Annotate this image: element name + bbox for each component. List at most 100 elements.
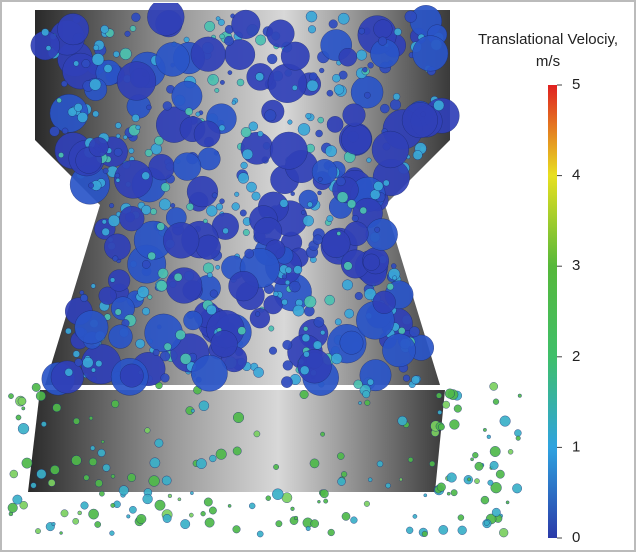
particle	[95, 521, 101, 527]
particle	[403, 375, 410, 382]
particle	[132, 13, 141, 22]
particle	[228, 504, 231, 507]
particle	[380, 104, 389, 113]
particle	[422, 531, 428, 537]
particle	[203, 219, 207, 223]
particle	[347, 200, 356, 209]
particle	[150, 208, 156, 214]
particle	[367, 158, 372, 163]
particle	[409, 327, 419, 337]
particle	[257, 531, 263, 537]
particle	[339, 48, 357, 66]
particle	[91, 368, 95, 372]
particle	[241, 162, 248, 169]
particle	[113, 51, 119, 57]
particle	[402, 102, 438, 138]
particle	[320, 432, 324, 436]
particle	[372, 131, 409, 168]
particle	[206, 206, 217, 217]
particle	[110, 531, 115, 536]
particle	[138, 286, 149, 297]
particle	[62, 128, 68, 134]
particle	[142, 205, 151, 214]
particle	[327, 215, 333, 221]
particle	[149, 476, 160, 487]
colorbar-unit: m/s	[536, 53, 560, 70]
particle	[74, 61, 79, 66]
particle	[324, 499, 328, 503]
particle	[142, 260, 150, 268]
particle	[314, 317, 324, 327]
particle	[149, 154, 175, 180]
particle	[168, 494, 172, 498]
particle	[205, 518, 214, 527]
tick-label: 0	[572, 529, 580, 546]
particle	[137, 514, 147, 524]
particle	[340, 331, 363, 354]
particle	[220, 80, 224, 84]
particle	[318, 177, 322, 181]
particle	[413, 36, 449, 72]
particle	[363, 254, 380, 271]
particle	[89, 458, 97, 466]
particle	[406, 527, 413, 534]
particle	[281, 377, 292, 388]
particle	[155, 439, 163, 447]
particle	[458, 515, 464, 521]
particle	[203, 263, 214, 274]
particle	[119, 206, 144, 231]
particle	[337, 453, 344, 460]
particle	[237, 79, 244, 86]
particle	[363, 391, 370, 398]
particle	[300, 366, 309, 375]
particle	[345, 309, 354, 318]
particle	[255, 35, 265, 45]
particle	[98, 449, 106, 457]
particle	[484, 520, 489, 525]
colorbar	[548, 85, 557, 538]
particle	[291, 507, 295, 511]
particle	[322, 229, 350, 257]
particle	[405, 11, 417, 23]
particle	[292, 85, 297, 90]
particle	[73, 418, 79, 424]
particle	[334, 85, 344, 95]
particle	[267, 20, 295, 48]
particle	[104, 64, 112, 72]
particle	[252, 192, 260, 200]
particle	[101, 440, 104, 443]
particle	[451, 490, 457, 496]
particle	[89, 509, 99, 519]
particle	[317, 500, 320, 503]
particle	[178, 498, 181, 501]
particle	[53, 404, 61, 412]
tick-label: 5	[572, 76, 580, 93]
particle	[205, 21, 215, 31]
particle	[294, 266, 302, 274]
particle	[189, 513, 193, 517]
particle	[365, 400, 371, 406]
particle	[22, 458, 32, 468]
particle	[75, 311, 108, 344]
particle	[58, 152, 63, 157]
particle	[272, 489, 283, 500]
particle	[123, 135, 127, 139]
particle	[250, 308, 270, 328]
particle	[82, 59, 90, 67]
particle	[18, 397, 26, 405]
particle	[249, 503, 255, 509]
tick-label: 3	[572, 257, 580, 274]
particle	[92, 53, 104, 65]
particle	[329, 20, 338, 29]
particle	[434, 100, 445, 111]
particle	[512, 484, 521, 493]
particle	[145, 428, 151, 434]
particle	[267, 54, 277, 64]
particle	[514, 430, 521, 437]
tick-label: 2	[572, 348, 580, 365]
particle	[101, 25, 109, 33]
particle	[156, 42, 190, 76]
particle	[113, 256, 119, 262]
particle	[215, 88, 219, 92]
particle	[265, 110, 277, 122]
